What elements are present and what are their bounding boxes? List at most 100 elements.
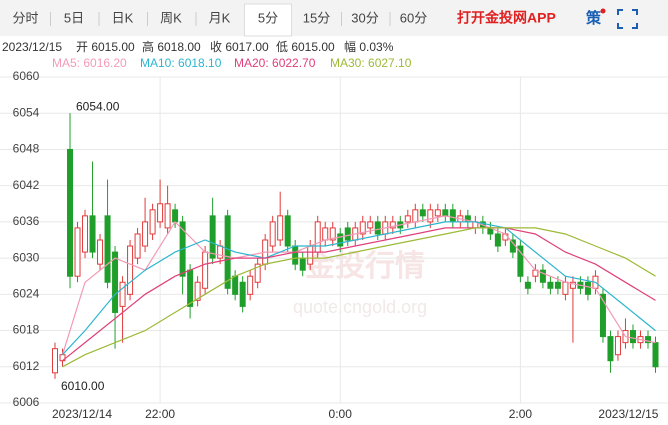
x-tick-label: 2023/12/15 bbox=[598, 407, 658, 421]
tab-box[interactable] bbox=[390, 6, 437, 30]
y-tick-label: 6054 bbox=[13, 105, 40, 119]
candle-body bbox=[374, 221, 381, 235]
x-tick-label: 2023/12/14 bbox=[52, 407, 112, 421]
tab-label[interactable]: 月K bbox=[209, 10, 231, 25]
candle-body bbox=[547, 281, 554, 289]
y-tick-label: 6048 bbox=[13, 142, 40, 156]
candle-body bbox=[539, 269, 546, 283]
candle-body bbox=[449, 209, 456, 223]
tab-box[interactable] bbox=[293, 6, 340, 30]
tab-label[interactable]: 日K bbox=[112, 10, 134, 25]
candle-body bbox=[217, 245, 224, 259]
candle-body bbox=[172, 209, 179, 223]
tab-box[interactable] bbox=[341, 6, 389, 30]
tab-box[interactable] bbox=[244, 3, 292, 37]
candle-body bbox=[292, 245, 299, 265]
legend-entry: MA30: 6027.10 bbox=[330, 56, 412, 70]
y-tick-label: 6024 bbox=[13, 287, 40, 301]
candle-body bbox=[652, 342, 659, 368]
candle-body bbox=[224, 215, 231, 289]
candle-body bbox=[127, 245, 134, 295]
header-item: 2023/12/15 bbox=[2, 40, 62, 54]
tab-label[interactable]: 30分 bbox=[351, 10, 378, 25]
ma-line bbox=[61, 215, 656, 355]
header-item: 收 6017.00 bbox=[210, 40, 269, 54]
candle-body bbox=[74, 227, 81, 277]
candle-body bbox=[119, 281, 126, 307]
watermark-url: quote.cngold.org bbox=[293, 297, 427, 317]
y-tick-label: 6036 bbox=[13, 214, 40, 228]
candle-body bbox=[82, 215, 89, 253]
tabs: 分时 5日 日K 周K 月K 5分 15分 30分 60分 bbox=[2, 3, 437, 37]
header-item: 低 6015.00 bbox=[276, 40, 335, 54]
candle-body bbox=[524, 281, 531, 289]
strategy-button[interactable]: 策 bbox=[585, 9, 602, 27]
candle-body bbox=[209, 215, 216, 259]
tab-box[interactable] bbox=[147, 6, 195, 30]
header-item: 幅 0.03% bbox=[344, 39, 394, 54]
ma-line bbox=[62, 227, 656, 368]
candle-body bbox=[52, 348, 59, 374]
tab-box[interactable] bbox=[2, 6, 49, 30]
candle-body bbox=[149, 209, 156, 235]
app-link[interactable]: 打开金投网APP bbox=[457, 10, 556, 26]
tab-label[interactable]: 5日 bbox=[64, 10, 84, 25]
candle-body bbox=[434, 209, 441, 217]
ma-line bbox=[62, 221, 656, 356]
candle-body bbox=[614, 336, 621, 356]
candle-body bbox=[89, 215, 96, 253]
candle-body bbox=[164, 203, 171, 229]
tab-label[interactable]: 5分 bbox=[258, 10, 278, 25]
watermark: 金投行情 quote.cngold.org bbox=[293, 249, 427, 317]
legend-entry: MA20: 6022.70 bbox=[234, 56, 316, 70]
candle-body bbox=[232, 275, 239, 295]
tab-box[interactable] bbox=[50, 6, 98, 30]
header-item: 高 6018.00 bbox=[142, 39, 201, 54]
candle-body bbox=[389, 221, 396, 229]
header-item: 开 6015.00 bbox=[76, 40, 135, 54]
fullscreen-button[interactable] bbox=[617, 9, 638, 29]
tab-box[interactable] bbox=[99, 6, 146, 30]
tab-label[interactable]: 15分 bbox=[303, 10, 330, 25]
tab-label[interactable]: 周K bbox=[160, 10, 182, 25]
candle-body bbox=[442, 209, 449, 217]
candle-body bbox=[269, 221, 276, 247]
candle-body bbox=[404, 215, 411, 223]
candle-body bbox=[239, 281, 246, 307]
ma-line bbox=[62, 227, 656, 362]
candle-body bbox=[419, 209, 426, 217]
candle-body bbox=[517, 245, 524, 277]
candle-body bbox=[329, 227, 336, 241]
annotation: 6054.00 bbox=[76, 99, 120, 113]
candle-body bbox=[67, 148, 74, 277]
candle-body bbox=[254, 263, 261, 283]
tab-label[interactable]: 分时 bbox=[12, 10, 38, 25]
candle-body bbox=[314, 221, 321, 253]
candle-body bbox=[629, 330, 636, 344]
legend-entry: MA5: 6016.20 bbox=[52, 56, 127, 70]
tab-box[interactable] bbox=[196, 6, 243, 30]
notice-dot bbox=[600, 8, 606, 14]
x-tick-label: 2:00 bbox=[509, 407, 533, 421]
candle-body bbox=[104, 215, 111, 283]
candle-body bbox=[569, 281, 576, 289]
y-tick-label: 6006 bbox=[13, 395, 40, 409]
candle-body bbox=[322, 227, 329, 241]
candle-body bbox=[277, 215, 284, 241]
x-tick-label: 22:00 bbox=[145, 407, 175, 421]
candle-body bbox=[247, 275, 254, 295]
candle-body bbox=[284, 215, 291, 247]
candle-body bbox=[134, 233, 141, 259]
candle-body bbox=[644, 336, 651, 344]
candle-body bbox=[337, 233, 344, 247]
x-tick-label: 0:00 bbox=[329, 407, 353, 421]
header: 2023/12/15 开 6015.00 高 6018.00 收 6017.00 低 6… bbox=[2, 39, 394, 54]
tab-label[interactable]: 60分 bbox=[400, 10, 427, 25]
watermark-title: 金投行情 bbox=[304, 249, 425, 283]
candle-body bbox=[412, 209, 419, 223]
candle-body bbox=[607, 336, 614, 362]
legend-entry: MA10: 6018.10 bbox=[140, 56, 222, 70]
y-tick-label: 6012 bbox=[13, 359, 40, 373]
